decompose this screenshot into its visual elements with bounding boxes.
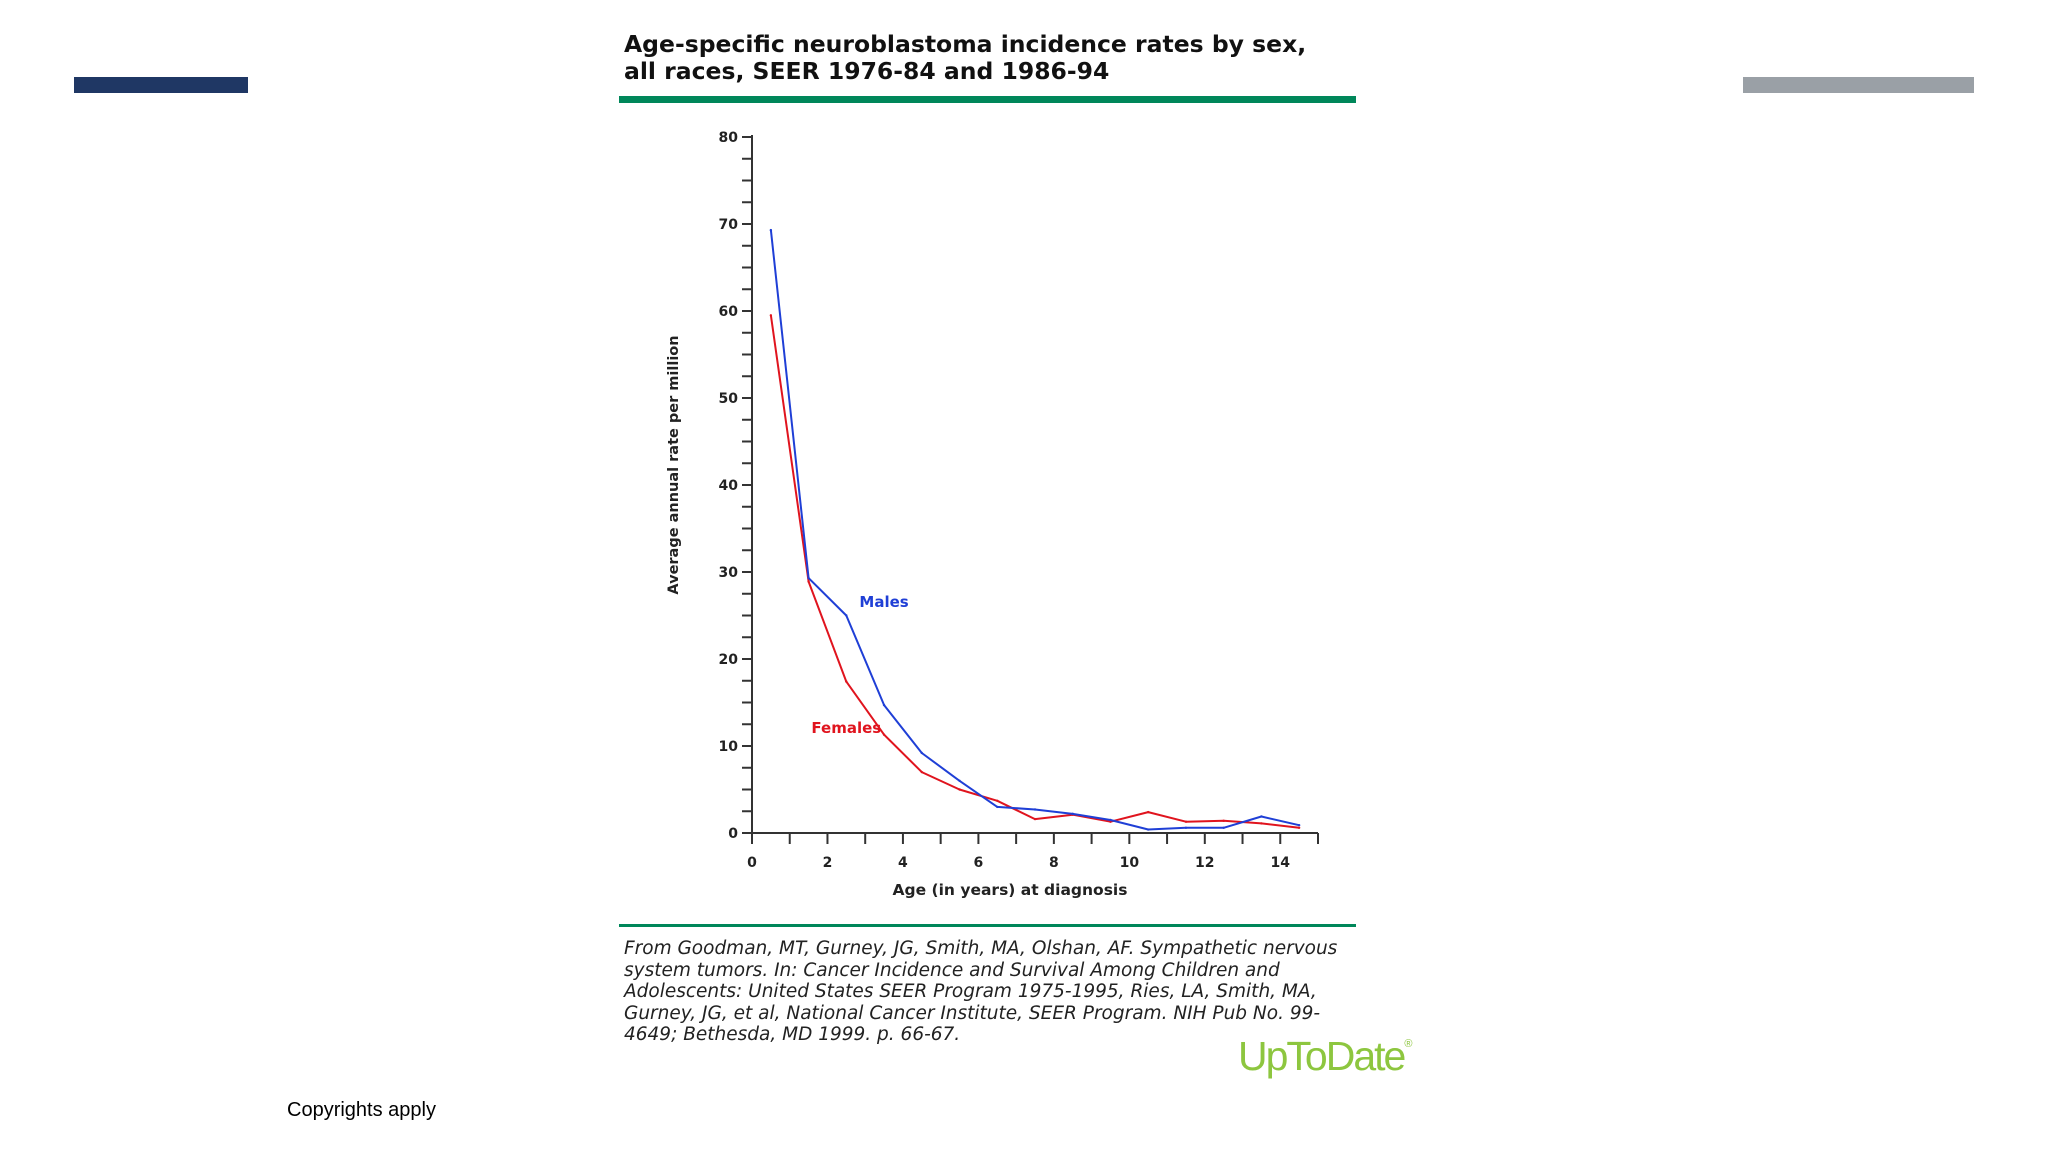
x-tick-label: 12 [1195,855,1214,871]
data-point-females [882,733,886,736]
data-point-females [1184,820,1188,823]
citation-rule [619,924,1356,927]
logo-text: UpToDate [1238,1033,1406,1079]
data-point-females [807,580,810,583]
x-axis-title: Age (in years) at diagnosis [893,881,1128,899]
y-tick-label: 30 [719,565,739,581]
data-point-females [958,788,961,791]
data-point-females [920,770,923,774]
data-point-females [996,799,999,803]
data-point-males [1109,818,1112,822]
x-tick-label: 0 [747,855,757,871]
y-axis-title: Average annual rate per million [666,335,682,594]
data-point-males [769,228,773,232]
x-tick-label: 8 [1049,855,1059,871]
x-tick-label: 14 [1271,855,1291,871]
series-label-females: Females [811,719,881,737]
data-point-males [1184,826,1188,829]
figure-citation: From Goodman, MT, Gurney, JG, Smith, MA,… [624,938,1338,1045]
series-line-males [769,229,1300,831]
y-tick-label: 70 [719,217,739,233]
data-point-females [1033,817,1037,821]
data-point-males [958,779,961,782]
x-tick-label: 4 [898,855,908,871]
data-point-males [1222,826,1225,829]
x-tick-label: 2 [823,855,833,871]
data-point-females [769,314,773,317]
data-point-males [920,751,923,755]
data-point-males [845,614,848,617]
left-accent-bar [74,77,248,93]
data-point-males [1033,808,1037,811]
figure-title: Age-specific neuroblastoma incidence rat… [624,30,1307,85]
y-tick-label: 0 [728,826,738,842]
copyright-note: Copyrights apply [287,1099,436,1121]
title-rule [619,96,1356,103]
x-tick-label: 6 [974,855,984,871]
y-tick-label: 50 [719,391,739,407]
uptodate-logo: UpToDate® [1238,1036,1412,1077]
data-point-males [807,576,810,580]
series-label-males: Males [859,593,908,611]
data-point-females [1222,819,1225,823]
data-point-females [1260,822,1263,825]
data-point-males [1297,823,1301,827]
data-point-females [845,680,848,683]
data-point-males [1260,815,1263,818]
logo-registered-mark: ® [1404,1038,1413,1050]
data-point-males [996,805,999,809]
x-tick-label: 10 [1120,855,1140,871]
right-accent-bar [1743,77,1974,93]
data-point-males [882,703,886,707]
y-tick-label: 80 [719,130,739,146]
y-tick-label: 60 [719,304,739,320]
y-tick-label: 10 [719,739,739,755]
y-tick-label: 40 [719,478,739,494]
data-point-females [1297,826,1301,829]
series-line-females [769,315,1300,829]
data-point-males [1071,812,1074,816]
data-point-males [1147,828,1150,831]
data-point-females [1147,810,1150,814]
y-tick-label: 20 [719,652,739,668]
